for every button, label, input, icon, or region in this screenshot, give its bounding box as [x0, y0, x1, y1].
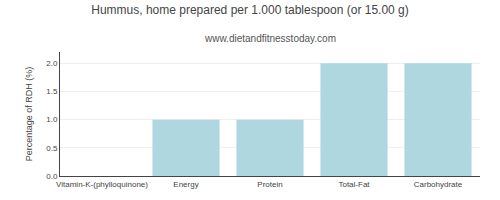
- svg-text:0.5: 0.5: [46, 144, 58, 153]
- svg-text:Energy: Energy: [173, 180, 198, 189]
- svg-text:0.0: 0.0: [46, 172, 58, 181]
- svg-text:1.0: 1.0: [46, 115, 58, 124]
- svg-text:2.0: 2.0: [46, 59, 58, 68]
- svg-text:Protein: Protein: [257, 180, 282, 189]
- svg-text:1.5: 1.5: [46, 87, 58, 96]
- svg-text:Hummus, home prepared per 1.00: Hummus, home prepared per 1.000 tablespo…: [91, 3, 409, 17]
- svg-text:www.dietandfitnesstoday.com: www.dietandfitnesstoday.com: [204, 33, 336, 44]
- svg-text:Vitamin-K-(phylloquinone): Vitamin-K-(phylloquinone): [56, 180, 148, 189]
- svg-text:Carbohydrate: Carbohydrate: [414, 180, 463, 189]
- svg-text:Percentage of RDH (%): Percentage of RDH (%): [24, 67, 34, 162]
- svg-text:Total-Fat: Total-Fat: [338, 180, 370, 189]
